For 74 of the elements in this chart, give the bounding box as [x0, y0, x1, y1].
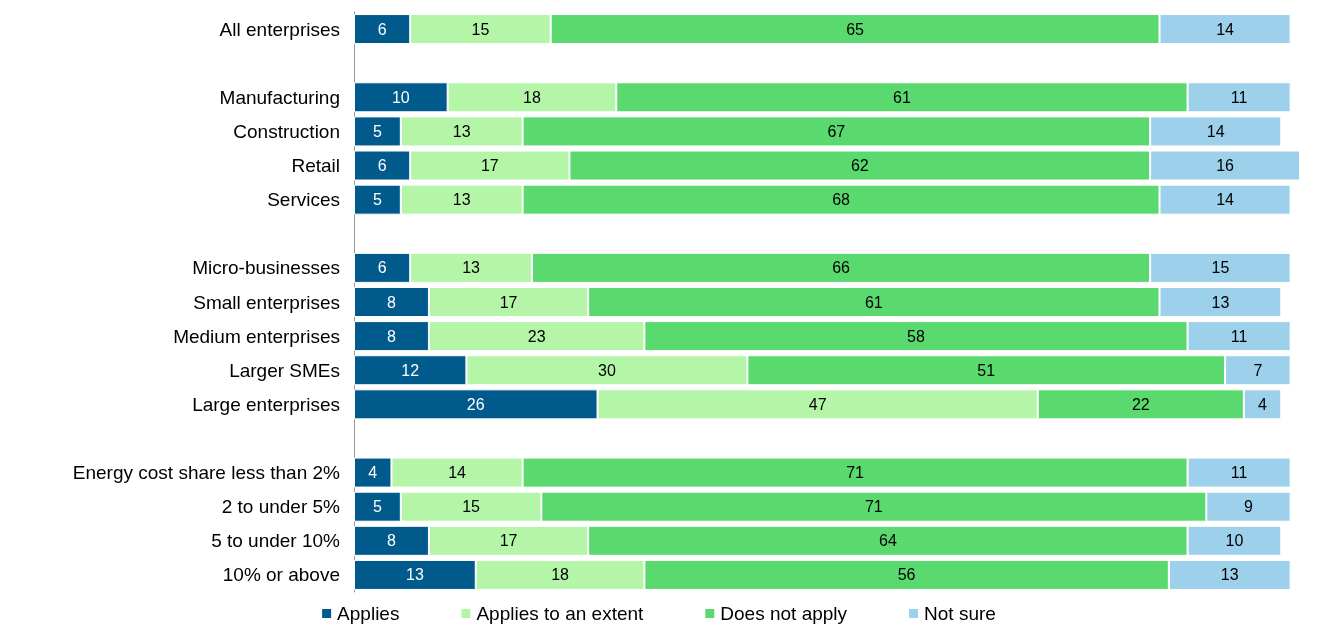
data-label: 58 [907, 327, 925, 345]
data-label: 5 [372, 498, 382, 516]
data-label: 17 [499, 293, 518, 311]
data-label: 17 [480, 157, 499, 175]
data-label: 68 [832, 191, 851, 209]
data-label: 66 [832, 259, 851, 277]
y-tick-label: 2 to under 5% [221, 496, 341, 518]
legend-label: Not sure [924, 603, 996, 624]
data-label: 13 [1220, 566, 1239, 584]
data-label: 15 [462, 498, 481, 516]
data-label: 26 [466, 395, 485, 413]
data-label: 22 [1131, 395, 1150, 413]
data-label: 64 [878, 532, 897, 550]
data-label: 11 [1230, 88, 1248, 106]
data-label: 56 [897, 566, 916, 584]
y-tick-label: Large enterprises [192, 393, 340, 415]
data-label: 5 [372, 191, 382, 209]
data-label: 11 [1230, 464, 1248, 482]
data-label: 30 [597, 361, 616, 379]
data-label: 15 [1211, 259, 1230, 277]
data-label: 16 [1216, 157, 1235, 175]
data-label: 4 [1258, 395, 1268, 413]
data-label: 8 [387, 532, 397, 550]
data-label: 6 [377, 157, 387, 175]
y-tick-label: Energy cost share less than 2% [72, 462, 341, 484]
data-label: 61 [893, 88, 911, 106]
data-label: 13 [405, 566, 424, 584]
data-label: 14 [1206, 122, 1225, 140]
y-tick-label: Services [267, 189, 340, 211]
data-label: 47 [808, 395, 827, 413]
y-tick-label: Small enterprises [193, 291, 340, 313]
y-tick-label: 10% or above [222, 564, 340, 586]
data-label: 4 [368, 464, 378, 482]
data-label: 8 [387, 293, 397, 311]
y-tick-label: Retail [291, 155, 340, 177]
data-label: 15 [471, 20, 490, 38]
data-label: 13 [452, 122, 471, 140]
data-label: 71 [846, 464, 865, 482]
y-tick-label: Larger SMEs [229, 359, 340, 381]
data-label: 8 [387, 327, 397, 345]
data-label: 6 [377, 20, 387, 38]
data-label: 10 [1225, 532, 1244, 550]
data-label: 51 [977, 361, 996, 379]
data-label: 17 [499, 532, 518, 550]
data-label: 13 [1211, 293, 1230, 311]
data-label: 14 [1216, 20, 1235, 38]
legend-label: Does not apply [720, 603, 848, 624]
data-label: 71 [864, 498, 883, 516]
y-tick-label: Construction [233, 120, 340, 142]
data-label: 61 [864, 293, 883, 311]
data-label: 9 [1244, 498, 1254, 516]
data-label: 10 [391, 88, 410, 106]
data-label: 18 [551, 566, 570, 584]
data-label: 14 [448, 464, 467, 482]
data-label: 12 [401, 361, 420, 379]
data-label: 23 [527, 327, 546, 345]
y-tick-label: All enterprises [219, 18, 340, 40]
data-label: 65 [846, 20, 865, 38]
data-label: 5 [372, 122, 382, 140]
data-label: 62 [850, 157, 869, 175]
y-tick-label: 5 to under 10% [211, 530, 341, 552]
data-label: 7 [1253, 361, 1263, 379]
data-label: 11 [1230, 327, 1248, 345]
data-label: 13 [452, 191, 471, 209]
y-tick-label: Manufacturing [219, 86, 340, 108]
data-label: 6 [377, 259, 387, 277]
data-label: 14 [1216, 191, 1235, 209]
y-tick-label: Medium enterprises [173, 325, 340, 347]
data-label: 18 [523, 88, 541, 106]
y-tick-label: Micro-businesses [192, 257, 340, 279]
data-label: 13 [462, 259, 481, 277]
legend-label: Applies to an extent [476, 603, 645, 624]
data-label: 67 [827, 122, 846, 140]
legend-label: Applies [337, 603, 400, 624]
